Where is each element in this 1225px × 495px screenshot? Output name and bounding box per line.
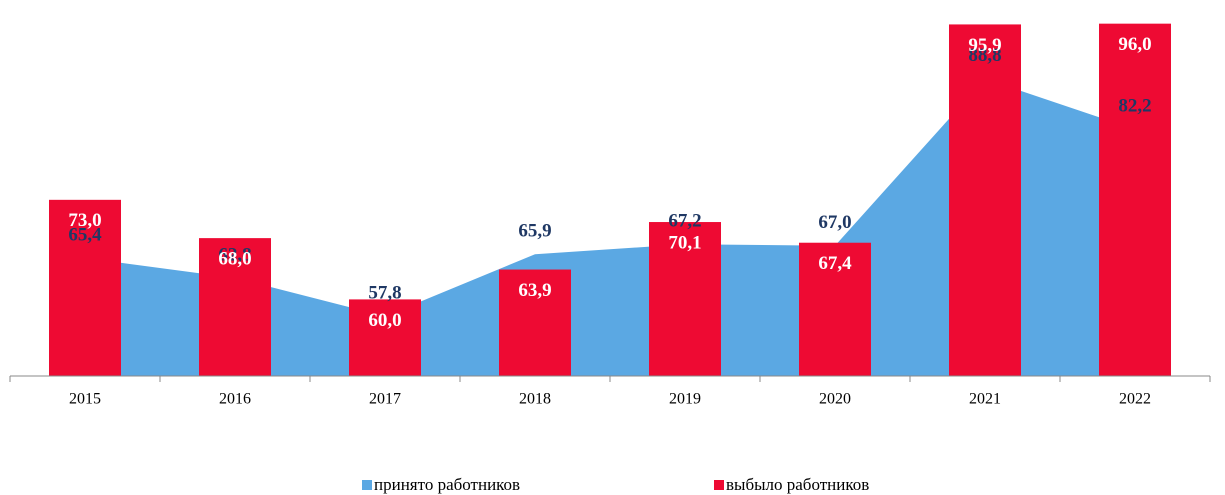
legend-swatch: [362, 480, 372, 490]
value-label: 82,2: [1118, 96, 1151, 117]
value-label: 67,0: [818, 212, 851, 233]
x-tick-label: 2021: [969, 391, 1001, 408]
x-tick-label: 2019: [669, 391, 701, 408]
bar: [949, 24, 1021, 376]
value-label: 88,8: [968, 45, 1001, 66]
x-tick-label: 2017: [369, 391, 401, 408]
x-tick-label: 2020: [819, 391, 851, 408]
x-tick-label: 2018: [519, 391, 551, 408]
x-tick-label: 2015: [69, 391, 101, 408]
value-label: 65,9: [518, 221, 551, 242]
value-label: 73,0: [68, 210, 101, 231]
bar: [799, 242, 871, 376]
legend-label: выбыло работников: [726, 475, 869, 494]
x-tick-label: 2016: [219, 391, 251, 408]
legend-label: принято работников: [374, 475, 520, 494]
bar: [649, 222, 721, 376]
value-label: 57,8: [368, 283, 401, 304]
bar: [49, 199, 121, 376]
area: [85, 78, 1135, 377]
bar: [499, 269, 571, 376]
value-label: 95,9: [968, 35, 1001, 56]
value-label: 65,4: [68, 224, 102, 245]
legend-swatch: [714, 480, 724, 490]
value-label: 96,0: [1118, 34, 1151, 55]
x-tick-label: 2022: [1119, 391, 1151, 408]
value-label: 60,0: [368, 310, 401, 331]
value-label: 68,0: [218, 248, 251, 269]
bar: [199, 238, 271, 376]
value-label: 63,9: [518, 280, 551, 301]
value-label: 70,1: [668, 232, 701, 253]
bar: [1099, 23, 1171, 376]
value-label: 67,2: [668, 211, 701, 232]
value-label: 62,8: [218, 244, 251, 265]
bar: [349, 299, 421, 376]
value-label: 67,4: [818, 253, 852, 274]
